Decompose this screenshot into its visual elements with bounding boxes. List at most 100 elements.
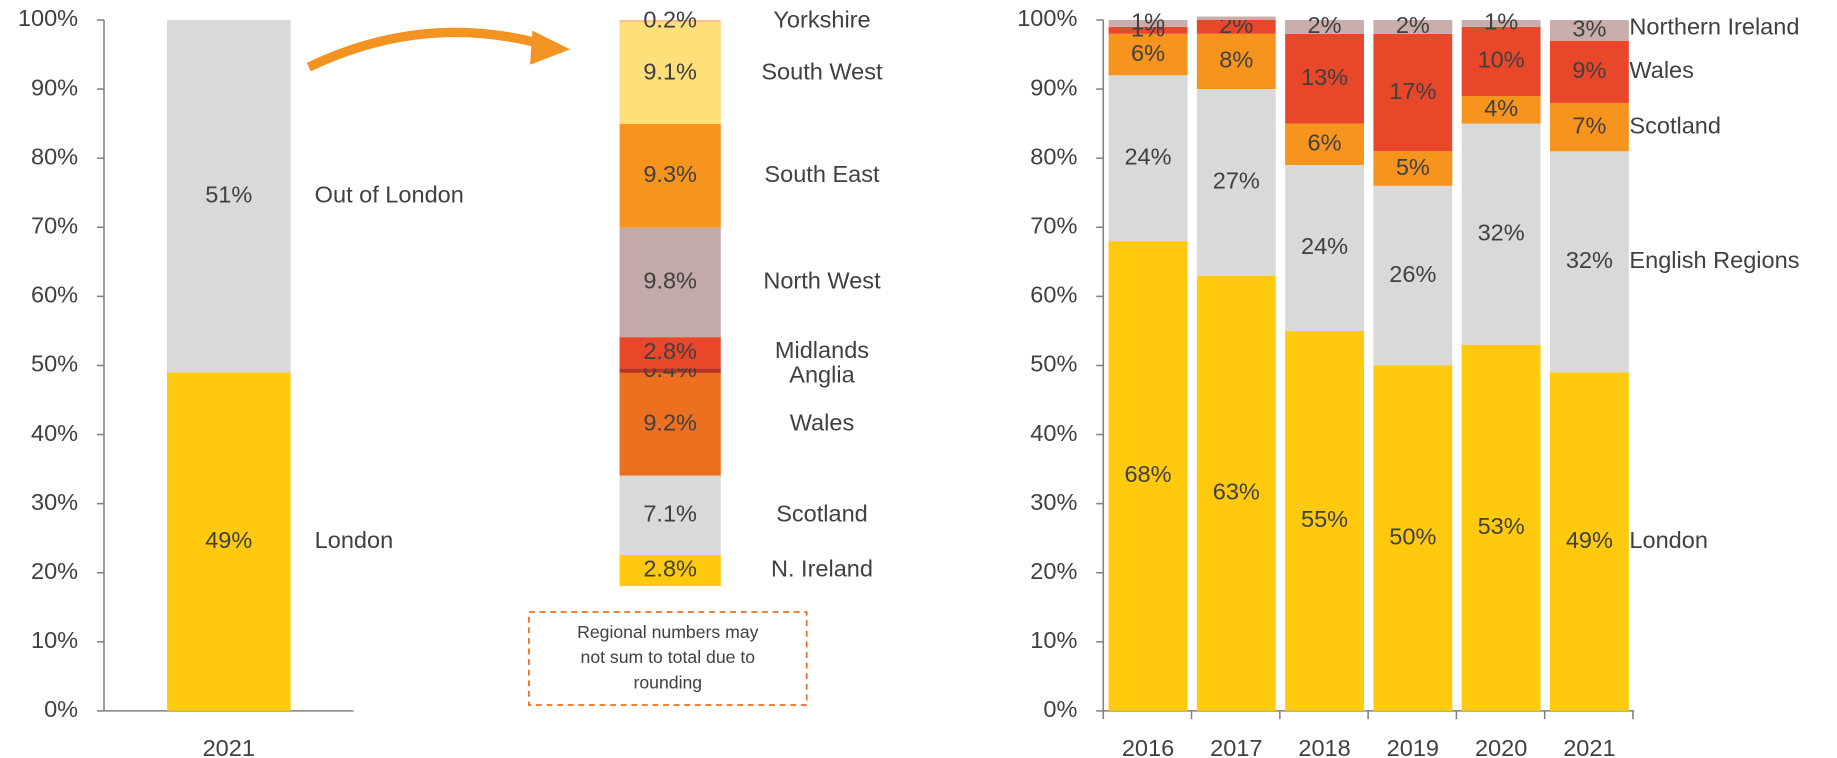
data-label: 9.2%: [643, 409, 697, 435]
bar-segment: [166, 20, 291, 373]
bar-segment: [1461, 344, 1541, 711]
bar-segment: [1373, 33, 1453, 152]
y-tick-label: 50%: [31, 351, 78, 377]
bar-segment: [619, 554, 721, 587]
data-label: 6%: [1131, 40, 1165, 66]
data-label: 9.1%: [643, 58, 697, 84]
data-label: 68%: [1124, 461, 1171, 487]
x-tick-label: 2016: [1122, 735, 1174, 758]
data-label: 53%: [1478, 513, 1525, 539]
y-tick-label: 40%: [31, 420, 78, 446]
data-label: 10%: [1478, 47, 1525, 73]
data-label: 9.3%: [643, 161, 697, 187]
data-label: 27%: [1213, 168, 1260, 194]
data-label: 3%: [1572, 16, 1606, 42]
data-label: 17%: [1389, 78, 1436, 104]
series-name: Scotland: [1629, 112, 1721, 138]
data-label: 4%: [1484, 95, 1518, 121]
y-tick-label: 10%: [31, 627, 78, 653]
bar-segment: [1549, 20, 1629, 41]
bar-segment: [1196, 16, 1276, 21]
bar-segment: [1373, 185, 1453, 366]
bar-segment: [1549, 151, 1629, 373]
x-tick-label: 2018: [1298, 735, 1350, 758]
series-name: London: [1629, 527, 1708, 553]
bar-segment: [1285, 123, 1365, 166]
note-text: Regional numbers may: [577, 622, 759, 642]
y-tick-label: 60%: [31, 282, 78, 308]
series-name: South East: [764, 161, 880, 187]
series-name: English Regions: [1629, 247, 1799, 273]
y-tick-label: 60%: [1030, 282, 1077, 308]
bar-segment: [1461, 123, 1541, 345]
y-tick-label: 90%: [1030, 74, 1077, 100]
data-label: 49%: [205, 527, 252, 553]
bar-segment: [619, 475, 721, 555]
bar-segment: [1285, 20, 1365, 34]
y-tick-label: 30%: [31, 489, 78, 515]
bar-segment: [1461, 20, 1541, 27]
data-label: 8%: [1219, 47, 1253, 73]
bar-segment: [1285, 165, 1365, 331]
y-tick-label: 30%: [1030, 489, 1077, 515]
bar-segment: [619, 123, 721, 228]
y-tick-label: 0%: [1043, 696, 1077, 722]
data-label: 9.8%: [643, 268, 697, 294]
x-tick-label: 2021: [1563, 735, 1615, 758]
data-label: 55%: [1301, 506, 1348, 532]
data-label: 49%: [1566, 527, 1613, 553]
data-label: 9%: [1572, 57, 1606, 83]
data-label: 7%: [1572, 112, 1606, 138]
note-text: not sum to total due to: [581, 647, 756, 667]
arrow-head: [530, 30, 571, 65]
x-tick-label: 2017: [1210, 735, 1262, 758]
y-tick-label: 70%: [1030, 213, 1077, 239]
data-label: 24%: [1301, 233, 1348, 259]
y-tick-label: 80%: [1030, 143, 1077, 169]
bar-segment: [1373, 365, 1453, 711]
data-label: 1%: [1131, 16, 1165, 42]
y-tick-label: 40%: [1030, 420, 1077, 446]
series-name: North West: [763, 268, 881, 294]
data-label: 5%: [1396, 154, 1430, 180]
data-label: 32%: [1478, 219, 1525, 245]
bar-segment: [619, 22, 721, 124]
data-label: 2%: [1308, 12, 1342, 38]
x-tick-label: 2019: [1387, 735, 1439, 758]
arrow: [306, 27, 546, 72]
y-tick-label: 100%: [1017, 5, 1077, 31]
bar-segment: [1549, 102, 1629, 152]
bar-segment: [1285, 330, 1365, 711]
series-name: Anglia: [789, 362, 855, 388]
data-label: 0.2%: [643, 6, 697, 32]
data-label: 32%: [1566, 247, 1613, 273]
data-label: 2%: [1219, 12, 1253, 38]
bar-segment: [619, 227, 721, 338]
y-tick-label: 0%: [44, 696, 78, 722]
data-label: 26%: [1389, 261, 1436, 287]
bar-segment: [1196, 20, 1276, 34]
bar-segment: [1373, 20, 1453, 34]
y-tick-label: 80%: [31, 143, 78, 169]
bar-segment: [619, 20, 721, 23]
bar-segment: [619, 372, 721, 476]
bar-segment: [619, 337, 721, 369]
bar-segment: [1461, 96, 1541, 124]
data-label: 2.8%: [643, 338, 697, 364]
bar-segment: [1461, 26, 1541, 97]
bar-segment: [1108, 241, 1188, 711]
note-box: [528, 611, 808, 706]
series-name: N. Ireland: [771, 556, 873, 582]
series-name: Wales: [790, 409, 855, 435]
x-tick-label: 2021: [203, 735, 255, 758]
y-tick-label: 20%: [31, 558, 78, 584]
series-name: Yorkshire: [773, 6, 870, 32]
data-label: 50%: [1389, 523, 1436, 549]
x-tick-label: 2020: [1475, 735, 1527, 758]
bar-segment: [1196, 275, 1276, 711]
data-label: 51%: [205, 181, 252, 207]
data-label: 13%: [1301, 64, 1348, 90]
y-tick-label: 10%: [1030, 627, 1077, 653]
data-label: 2.8%: [643, 556, 697, 582]
